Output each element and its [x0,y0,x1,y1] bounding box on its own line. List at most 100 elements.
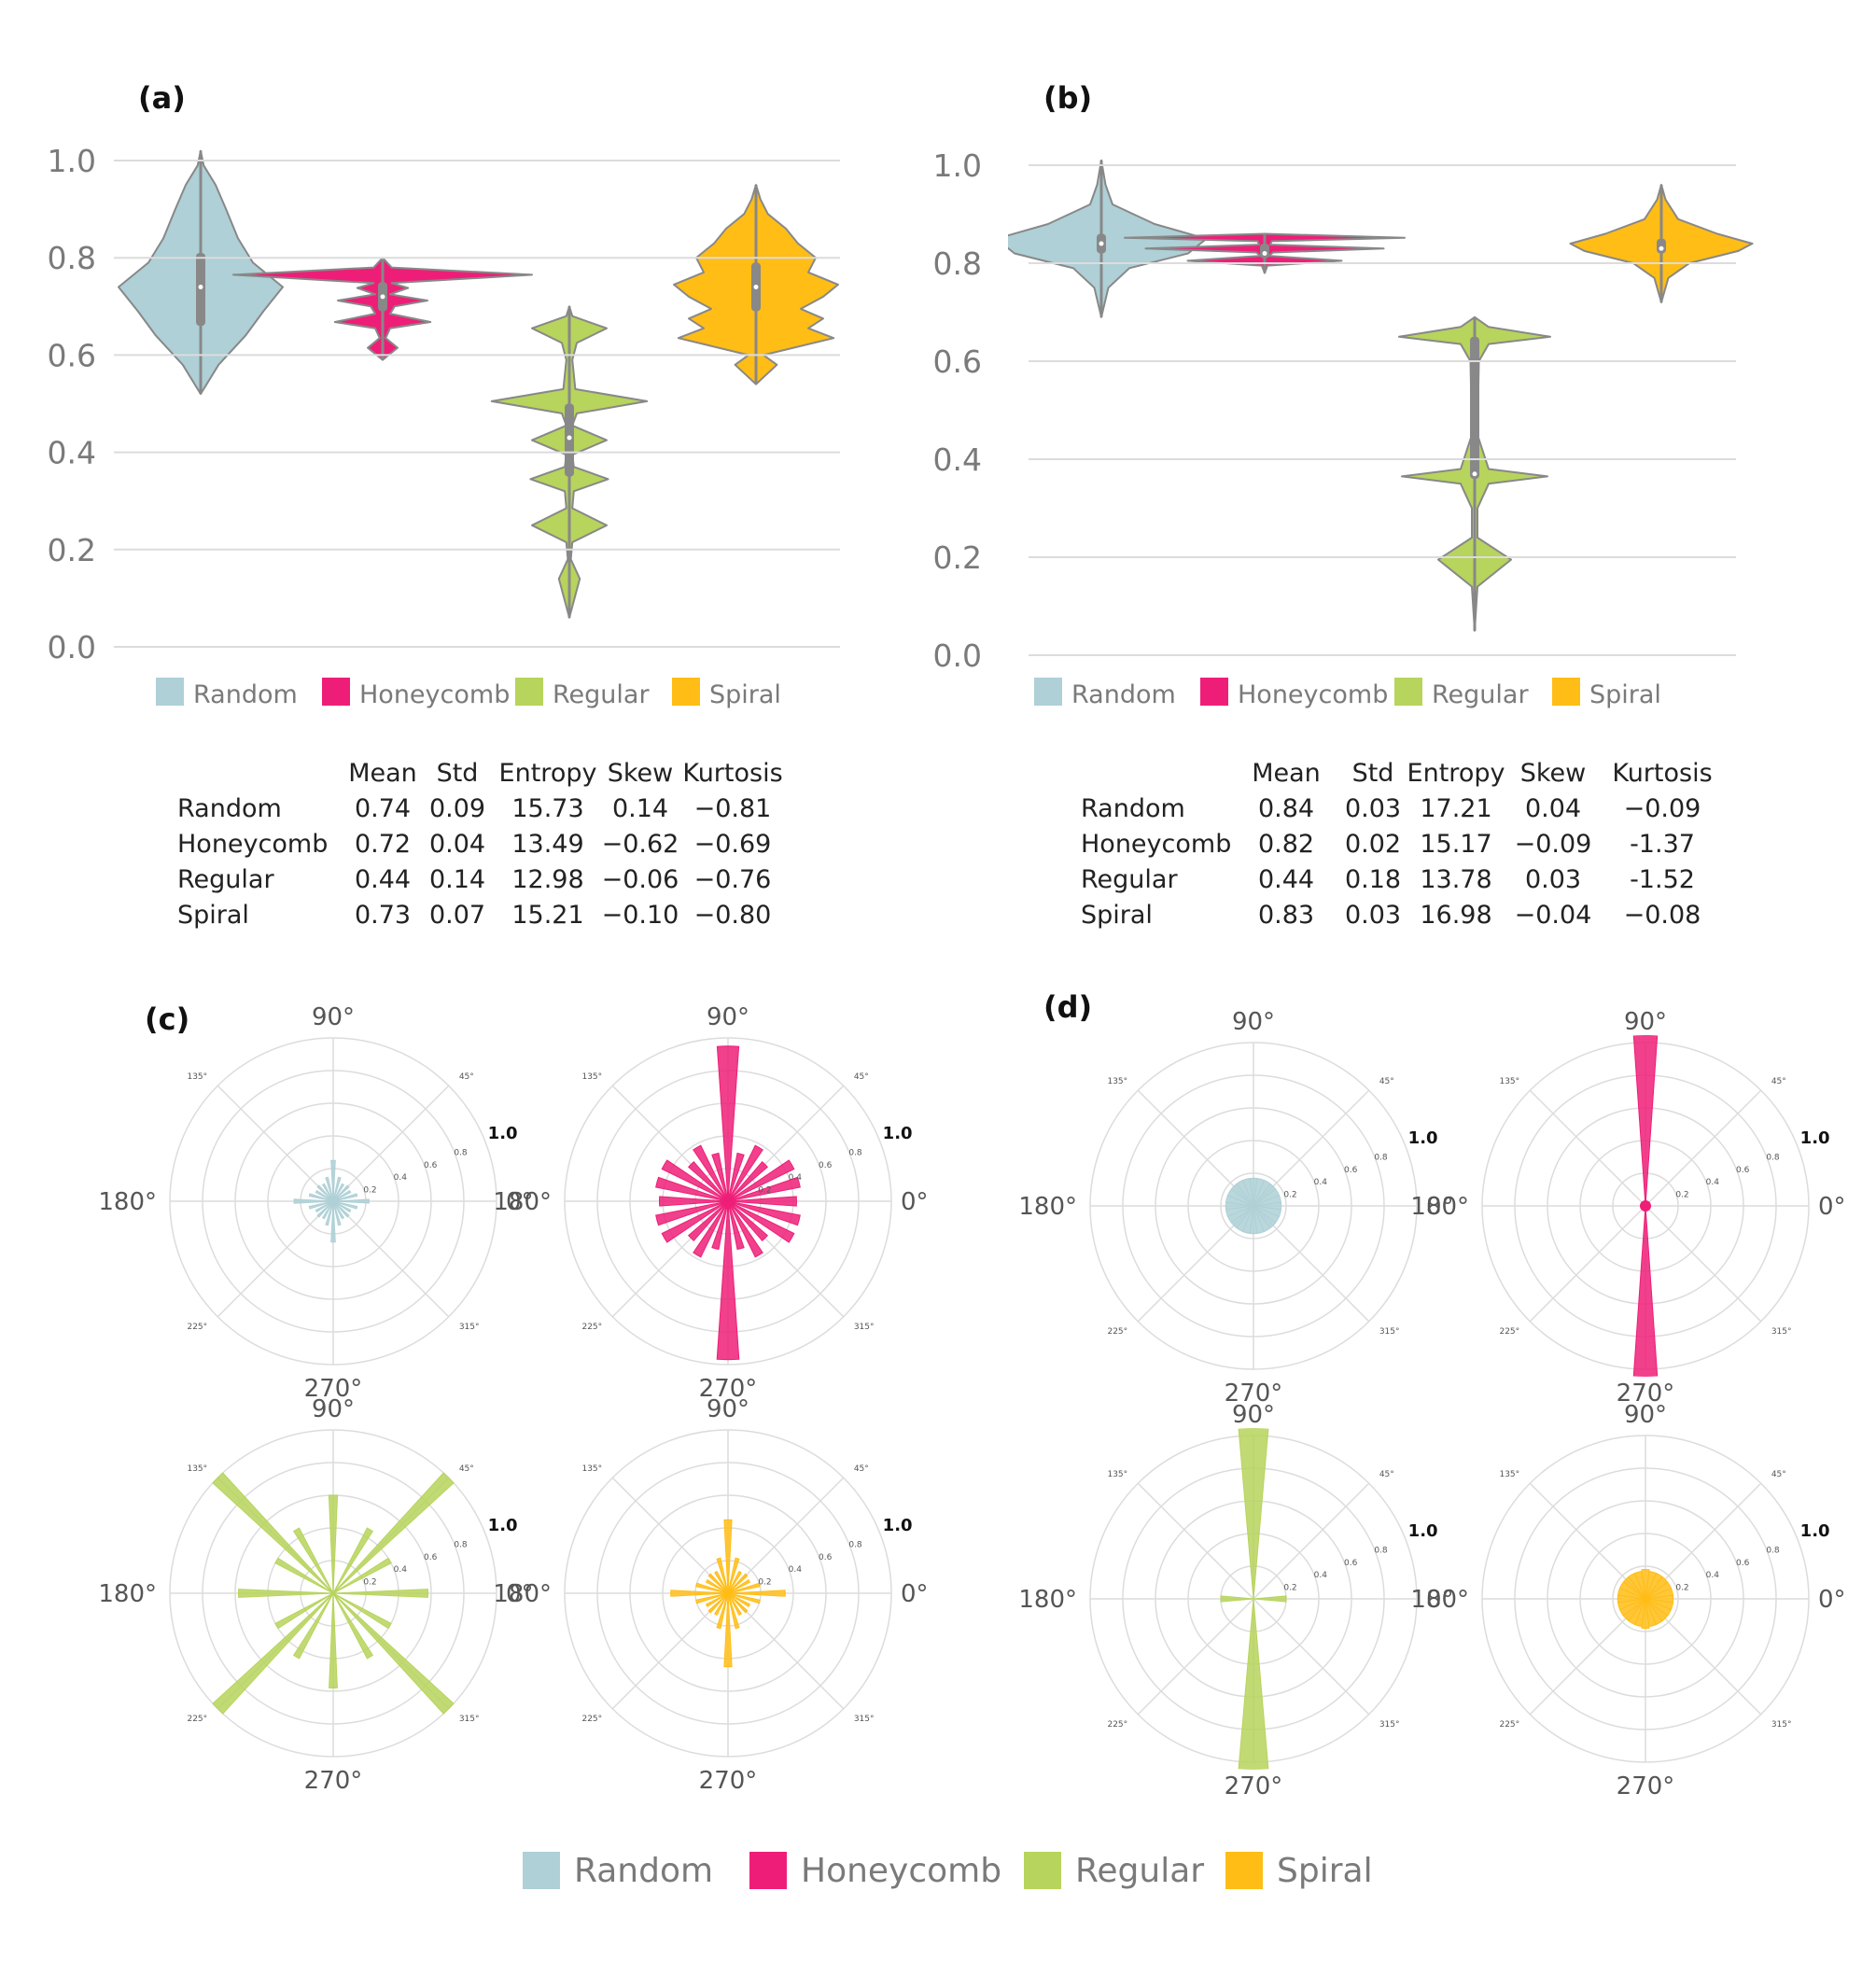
polar-bar-c-random-210 [315,1200,334,1213]
bottom-legend-swatch-spiral [1225,1852,1263,1889]
angle-label-c-spiral-135: 135° [581,1464,602,1474]
polar-bar-c-random-30 [332,1189,352,1202]
polar-bar-c-spiral-300 [727,1592,742,1617]
polar-chart-c-random: 0.2 0.4 0.6 0.8 1.0 90° 180° 270° 0° 45° 135° 225° 3… [98,1003,533,1403]
angle-label-d-spiral-180: 180° [1410,1586,1469,1614]
stats-cell-a-honeycomb-skew: −0.62 [602,830,679,859]
polar-bar-c-honeycomb-330 [727,1200,795,1243]
radial-tick-c-random-0-2: 0.2 [363,1186,376,1196]
legend-label-a-regular: Regular [553,680,650,709]
polar-bar-c-honeycomb-0 [727,1196,797,1207]
stats-cell-b-random-skew: 0.04 [1525,794,1581,823]
angle-label-c-spiral-0: 0° [901,1580,929,1608]
polar-bar-c-regular-0 [332,1589,428,1598]
legend-label-b-regular: Regular [1432,680,1529,709]
angle-label-d-spiral-225: 225° [1499,1720,1519,1730]
angle-label-d-regular-90: 90° [1232,1401,1275,1429]
polar-bar-c-regular-135 [212,1472,334,1594]
polar-bar-c-honeycomb-240 [693,1200,729,1258]
stats-cell-b-regular-entropy: 13.78 [1420,865,1491,894]
angle-label-c-spiral-270: 270° [699,1767,758,1795]
radial-tick-c-regular-0-2: 0.2 [363,1578,376,1588]
angle-label-c-random-90: 90° [312,1003,355,1031]
legend-swatch-a-honeycomb [322,678,350,706]
stats-cell-b-honeycomb-mean: 0.82 [1258,830,1314,859]
polar-bar-c-random-135 [316,1184,334,1202]
polar-bar-c-honeycomb-255 [711,1200,729,1251]
legend-swatch-a-regular [515,678,543,706]
angle-label-d-random-225: 225° [1107,1327,1127,1337]
polar-bar-c-spiral-270 [723,1592,733,1668]
polar-bar-c-random-300 [332,1200,345,1220]
polar-bar-c-random-15 [332,1193,358,1202]
panel-label-a: (a) [138,80,186,116]
angle-label-d-honeycomb-90: 90° [1624,1008,1667,1036]
angle-label-c-spiral-225: 225° [581,1715,602,1724]
radial-tick-c-regular-0-6: 0.6 [424,1553,438,1562]
polar-bar-d-spiral-270 [1641,1598,1650,1629]
violin-axes-a: 0.0 0.2 0.4 0.6 0.8 1.0 [48,143,840,665]
polar-bar-c-spiral-240 [714,1592,729,1617]
polar-bar-d-regular-90 [1234,1428,1273,1600]
polar-bar-c-honeycomb-105 [711,1152,729,1202]
radial-tick-d-regular-0-8: 0.8 [1374,1546,1388,1555]
angle-label-d-random-90: 90° [1232,1008,1275,1036]
angle-label-c-honeycomb-225: 225° [581,1323,602,1332]
angle-label-c-random-0: 0° [506,1188,534,1216]
bottom-legend-label-regular: Regular [1075,1852,1204,1890]
polar-bar-c-regular-300 [332,1592,373,1660]
radial-tick-c-spiral-0-8: 0.8 [848,1540,862,1549]
y-tick-a-0-4: 0.4 [48,435,96,471]
polar-bar-c-honeycomb-30 [727,1159,795,1202]
stats-row-name-b-regular: Regular [1081,865,1178,894]
radial-tick-c-regular-0-8: 0.8 [454,1540,468,1549]
polar-bar-c-random-75 [332,1176,342,1202]
polar-bar-c-regular-330 [332,1592,392,1630]
polar-bar-c-random-165 [308,1193,334,1202]
y-tick-a-0-0: 0.0 [48,629,96,665]
y-tick-b-0-2: 0.2 [933,539,982,576]
radial-tick-d-spiral-0-2: 0.2 [1675,1584,1688,1593]
bottom-legend-label-random: Random [574,1852,713,1890]
bars-c-regular [212,1472,455,1715]
polar-bar-c-regular-180 [238,1589,334,1598]
center-dot-d-honeycomb [1640,1200,1651,1212]
polar-bar-c-spiral-0 [727,1590,786,1597]
angle-label-c-regular-135: 135° [187,1464,207,1474]
legend-swatch-b-spiral [1552,678,1580,706]
stats-cell-a-spiral-entropy: 15.21 [511,901,583,930]
angle-label-c-spiral-315: 315° [854,1715,875,1724]
angle-label-d-spiral-270: 270° [1617,1772,1675,1800]
polar-bar-c-spiral-105 [716,1557,729,1594]
stats-cell-a-spiral-std: 0.07 [429,901,485,930]
legend-label-a-random: Random [193,680,298,709]
legend-swatch-b-random [1034,678,1062,706]
radial-tick-d-honeycomb-0-4: 0.4 [1706,1178,1720,1187]
polar-bar-c-spiral-15 [727,1582,761,1594]
legend-b: Random Honeycomb Regular Spiral [1034,678,1661,709]
angle-label-d-random-270: 270° [1225,1380,1283,1408]
stats-cell-b-honeycomb-entropy: 15.17 [1420,830,1491,859]
angle-label-c-honeycomb-135: 135° [581,1072,602,1082]
polar-bar-c-spiral-30 [727,1579,751,1594]
iqr-box-b-spiral [1657,238,1666,254]
angle-label-d-honeycomb-0: 0° [1818,1193,1846,1221]
polar-bar-c-spiral-330 [727,1592,751,1607]
polar-bar-c-honeycomb-270 [716,1200,740,1361]
stats-cell-a-spiral-mean: 0.73 [355,901,411,930]
y-tick-a-1-0: 1.0 [48,143,96,179]
angle-label-d-regular-0: 0° [1426,1586,1454,1614]
polar-bar-c-spiral-150 [705,1579,729,1594]
angle-label-c-spiral-180: 180° [493,1580,552,1608]
angle-label-c-honeycomb-90: 90° [707,1003,749,1031]
y-tick-a-0-8: 0.8 [48,240,96,276]
stats-cell-a-random-entropy: 15.73 [511,794,583,823]
angle-label-d-honeycomb-315: 315° [1771,1327,1792,1337]
polar-bar-d-regular-0 [1253,1595,1287,1603]
legend-swatch-a-random [156,678,184,706]
stats-cell-b-random-kurtosis: −0.09 [1624,794,1701,823]
polar-bar-c-honeycomb-300 [727,1200,763,1258]
angle-label-d-random-45: 45° [1379,1077,1394,1086]
legend-swatch-b-regular [1394,678,1422,706]
angle-label-c-random-45: 45° [459,1072,474,1082]
